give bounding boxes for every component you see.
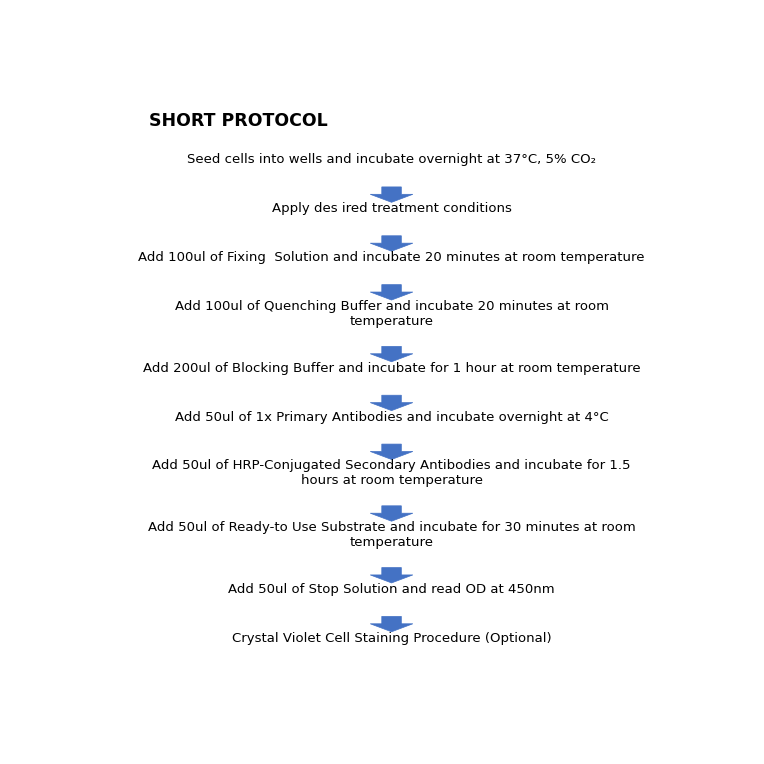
Text: Add 50ul of HRP-Conjugated Secondary Antibodies and incubate for 1.5
hours at ro: Add 50ul of HRP-Conjugated Secondary Ant… xyxy=(152,459,631,487)
Text: Add 50ul of Stop Solution and read OD at 450nm: Add 50ul of Stop Solution and read OD at… xyxy=(228,583,555,596)
Text: Add 200ul of Blocking Buffer and incubate for 1 hour at room temperature: Add 200ul of Blocking Buffer and incubat… xyxy=(143,362,640,375)
Polygon shape xyxy=(371,346,413,362)
Text: Add 50ul of Ready-to Use Substrate and incubate for 30 minutes at room
temperatu: Add 50ul of Ready-to Use Substrate and i… xyxy=(147,521,636,549)
Text: Crystal Violet Cell Staining Procedure (Optional): Crystal Violet Cell Staining Procedure (… xyxy=(231,632,552,645)
Text: Add 50ul of 1x Primary Antibodies and incubate overnight at 4°C: Add 50ul of 1x Primary Antibodies and in… xyxy=(175,410,608,423)
Polygon shape xyxy=(371,444,413,459)
Polygon shape xyxy=(371,187,413,202)
Text: Add 100ul of Fixing  Solution and incubate 20 minutes at room temperature: Add 100ul of Fixing Solution and incubat… xyxy=(138,251,645,264)
Text: Apply des ired treatment conditions: Apply des ired treatment conditions xyxy=(272,202,511,215)
Polygon shape xyxy=(371,506,413,521)
Text: SHORT PROTOCOL: SHORT PROTOCOL xyxy=(149,112,328,131)
Text: Seed cells into wells and incubate overnight at 37°C, 5% CO₂: Seed cells into wells and incubate overn… xyxy=(187,154,596,167)
Polygon shape xyxy=(371,617,413,632)
Polygon shape xyxy=(371,568,413,583)
Text: Add 100ul of Quenching Buffer and incubate 20 minutes at room
temperature: Add 100ul of Quenching Buffer and incuba… xyxy=(174,300,609,328)
Polygon shape xyxy=(371,285,413,300)
Polygon shape xyxy=(371,236,413,251)
Polygon shape xyxy=(371,395,413,410)
